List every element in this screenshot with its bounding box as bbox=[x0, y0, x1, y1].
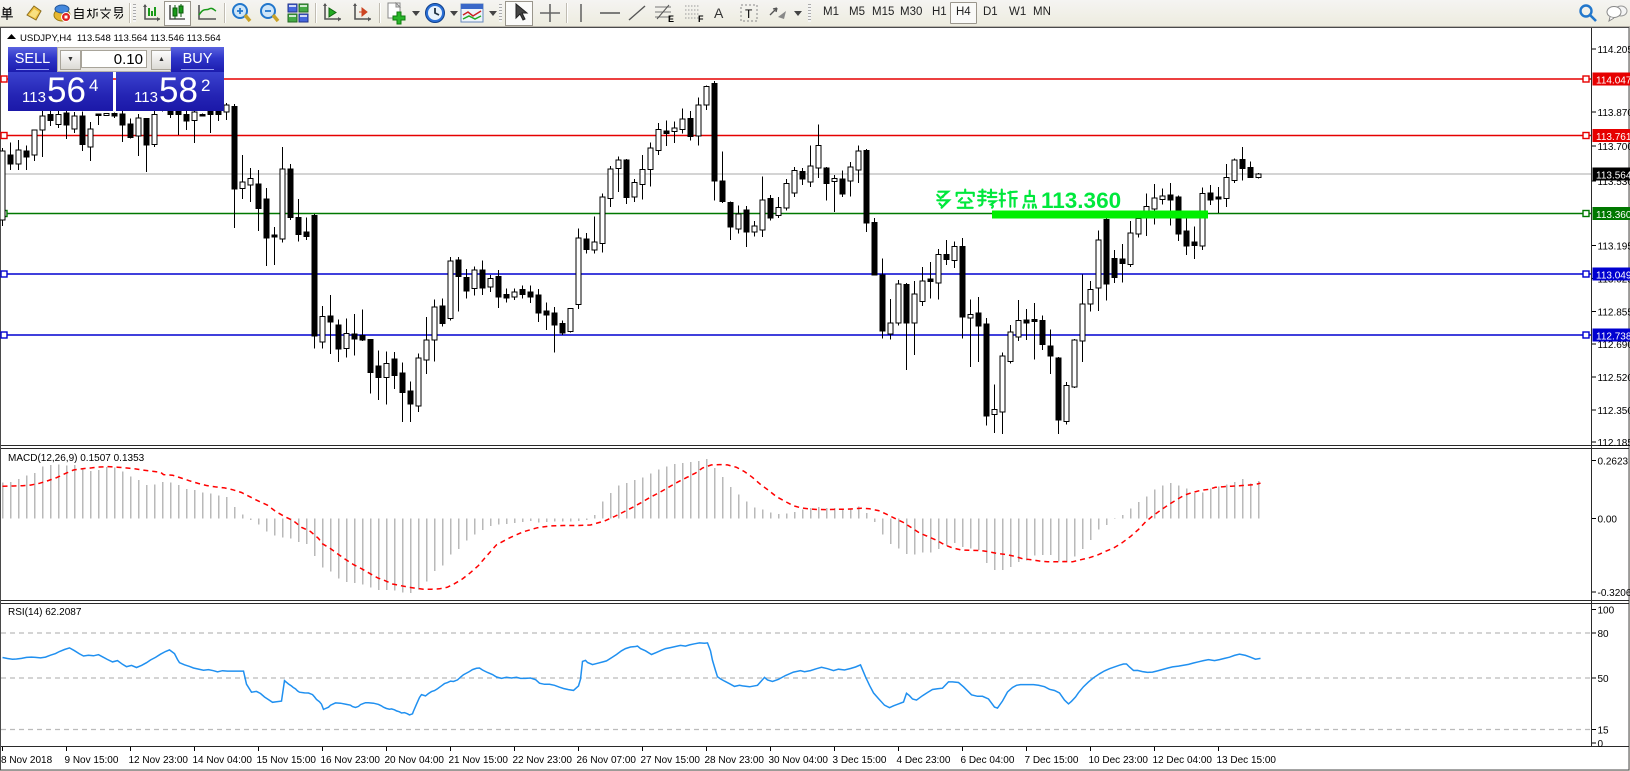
svg-text:RSI(14) 62.2087: RSI(14) 62.2087 bbox=[8, 607, 82, 618]
svg-text:0.00: 0.00 bbox=[1598, 515, 1618, 526]
svg-text:113.049: 113.049 bbox=[1596, 271, 1630, 282]
svg-text:26 Nov 07:00: 26 Nov 07:00 bbox=[577, 755, 637, 766]
svg-text:112.520: 112.520 bbox=[1598, 373, 1630, 384]
svg-text:112.350: 112.350 bbox=[1598, 406, 1630, 417]
svg-text:20 Nov 04:00: 20 Nov 04:00 bbox=[385, 755, 445, 766]
svg-text:112.185: 112.185 bbox=[1598, 438, 1630, 449]
svg-text:-0.3206: -0.3206 bbox=[1598, 588, 1630, 599]
svg-text:9 Nov 15:00: 9 Nov 15:00 bbox=[65, 755, 119, 766]
svg-text:114.047: 114.047 bbox=[1596, 76, 1630, 87]
svg-text:112.855: 112.855 bbox=[1598, 308, 1630, 319]
svg-text:113.530: 113.530 bbox=[1598, 177, 1630, 188]
svg-text:30 Nov 04:00: 30 Nov 04:00 bbox=[769, 755, 829, 766]
svg-text:USDJPY,H4 113.548 113.564 113: USDJPY,H4 113.548 113.564 113.546 113.56… bbox=[20, 33, 221, 44]
svg-text:12 Dec 04:00: 12 Dec 04:00 bbox=[1153, 755, 1213, 766]
svg-text:22 Nov 23:00: 22 Nov 23:00 bbox=[513, 755, 573, 766]
svg-text:15 Nov 15:00: 15 Nov 15:00 bbox=[257, 755, 317, 766]
svg-text:113.360: 113.360 bbox=[1041, 188, 1121, 213]
svg-text:8 Nov 2018: 8 Nov 2018 bbox=[1, 755, 53, 766]
svg-text:112.690: 112.690 bbox=[1598, 340, 1630, 351]
svg-text:6 Dec 04:00: 6 Dec 04:00 bbox=[961, 755, 1015, 766]
svg-text:113.564: 113.564 bbox=[1596, 171, 1630, 182]
svg-text:4 Dec 23:00: 4 Dec 23:00 bbox=[897, 755, 951, 766]
svg-text:T: T bbox=[745, 7, 753, 21]
svg-text:E: E bbox=[668, 14, 674, 23]
svg-text:28 Nov 23:00: 28 Nov 23:00 bbox=[705, 755, 765, 766]
svg-text:7 Dec 15:00: 7 Dec 15:00 bbox=[1025, 755, 1079, 766]
svg-text:13 Dec 15:00: 13 Dec 15:00 bbox=[1217, 755, 1277, 766]
svg-text:112.738: 112.738 bbox=[1596, 332, 1630, 343]
svg-text:0.2623: 0.2623 bbox=[1598, 457, 1629, 468]
svg-text:3 Dec 15:00: 3 Dec 15:00 bbox=[833, 755, 887, 766]
svg-text:27 Nov 15:00: 27 Nov 15:00 bbox=[641, 755, 701, 766]
svg-text:113.195: 113.195 bbox=[1598, 242, 1630, 253]
svg-text:15: 15 bbox=[1598, 726, 1610, 737]
svg-text:0: 0 bbox=[1598, 739, 1604, 750]
svg-text:21 Nov 15:00: 21 Nov 15:00 bbox=[449, 755, 509, 766]
svg-text:16 Nov 23:00: 16 Nov 23:00 bbox=[321, 755, 381, 766]
svg-text:113.870: 113.870 bbox=[1598, 108, 1630, 119]
svg-text:113.700: 113.700 bbox=[1598, 142, 1630, 153]
svg-text:113.761: 113.761 bbox=[1596, 132, 1630, 143]
svg-text:12 Nov 23:00: 12 Nov 23:00 bbox=[129, 755, 189, 766]
svg-text:MACD(12,26,9) 0.1507 0.1353: MACD(12,26,9) 0.1507 0.1353 bbox=[8, 453, 145, 464]
svg-text:14 Nov 04:00: 14 Nov 04:00 bbox=[193, 755, 253, 766]
svg-text:50: 50 bbox=[1598, 674, 1610, 685]
svg-text:100: 100 bbox=[1598, 606, 1615, 617]
svg-text:113.360: 113.360 bbox=[1596, 210, 1630, 221]
svg-text:80: 80 bbox=[1598, 629, 1610, 640]
svg-text:10 Dec 23:00: 10 Dec 23:00 bbox=[1089, 755, 1149, 766]
svg-text:F: F bbox=[698, 14, 704, 23]
svg-text:114.205: 114.205 bbox=[1598, 45, 1630, 56]
